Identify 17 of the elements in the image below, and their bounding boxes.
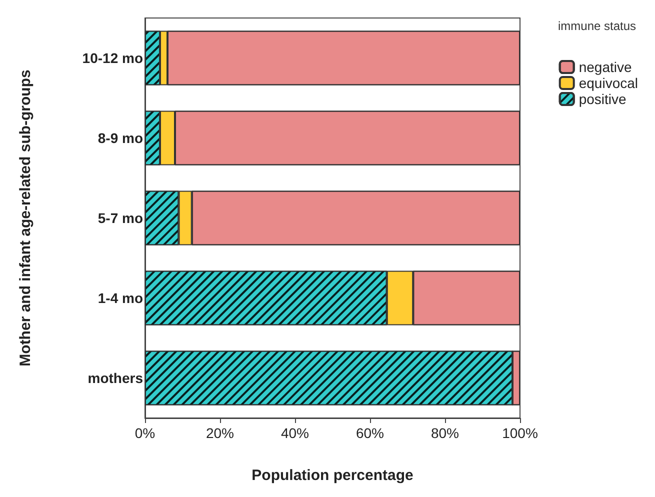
x-tick-label: 40% bbox=[280, 425, 310, 441]
x-tick-label: 80% bbox=[430, 425, 460, 441]
x-tick-label: 100% bbox=[502, 425, 538, 441]
y-axis-title: Mother and infant age-related sub-groups bbox=[17, 70, 34, 366]
x-tick-label: 0% bbox=[134, 425, 156, 441]
legend-label: equivocal bbox=[578, 75, 638, 91]
legend-label: positive bbox=[578, 91, 627, 107]
x-tick-label: 60% bbox=[356, 425, 384, 441]
y-tick-label: 8-9 mo bbox=[98, 130, 143, 146]
legend-title: immune status bbox=[558, 19, 636, 33]
x-tick-label: 20% bbox=[206, 425, 234, 441]
y-tick-label: 1-4 mo bbox=[98, 290, 143, 306]
x-axis-title: Population percentage bbox=[252, 467, 414, 484]
y-tick-label: 5-7 mo bbox=[98, 210, 143, 226]
y-tick-label: mothers bbox=[88, 370, 144, 386]
legend-label: negative bbox=[578, 59, 632, 75]
y-tick-label: 10-12 mo bbox=[82, 50, 143, 66]
